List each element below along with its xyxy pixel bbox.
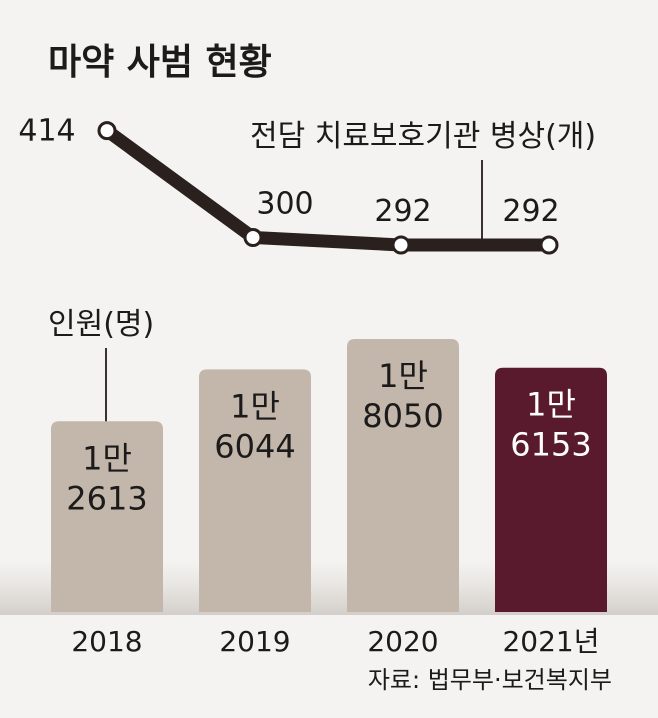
line-point [391, 235, 411, 255]
chart-title: 마약 사범 현황 [48, 42, 272, 83]
x-axis-labels: 2018 2019 2020 2021년 [71, 625, 599, 658]
bar-label-top: 1만 [230, 387, 280, 425]
bar-label-bottom: 6153 [510, 426, 591, 464]
line-data-label: 292 [374, 194, 431, 229]
bar-2019 [199, 369, 311, 612]
line-data-label: 414 [18, 114, 75, 149]
bar-label-top: 1만 [82, 439, 132, 477]
bar-label-bottom: 2613 [66, 479, 147, 517]
line-data-label: 300 [256, 187, 313, 222]
line-point [243, 228, 263, 247]
bar-2021년 [495, 367, 607, 612]
bar-label-bottom: 6044 [214, 427, 295, 465]
bar-label-top: 1만 [378, 357, 428, 395]
source-note: 자료: 법무부·보건복지부 [368, 666, 612, 694]
line-data-label: 292 [502, 194, 559, 229]
bar-series-name: 인원(명) [48, 307, 154, 342]
line-point [97, 121, 117, 141]
x-tick-label: 2020 [367, 625, 438, 658]
line-point [539, 235, 559, 255]
x-tick-label: 2021년 [502, 625, 599, 658]
bar-label-top: 1만 [526, 386, 576, 424]
bar-2018 [51, 421, 163, 612]
line-series: 414 300 292 292 [18, 114, 560, 255]
leader-lines [105, 160, 483, 422]
line-series-name: 전담 치료보호기관 병상(개) [250, 119, 596, 154]
x-tick-label: 2018 [71, 625, 142, 658]
line-path [100, 124, 556, 252]
bar-label-bottom: 8050 [362, 397, 443, 435]
x-tick-label: 2019 [219, 625, 290, 658]
bar-2020 [347, 339, 459, 612]
